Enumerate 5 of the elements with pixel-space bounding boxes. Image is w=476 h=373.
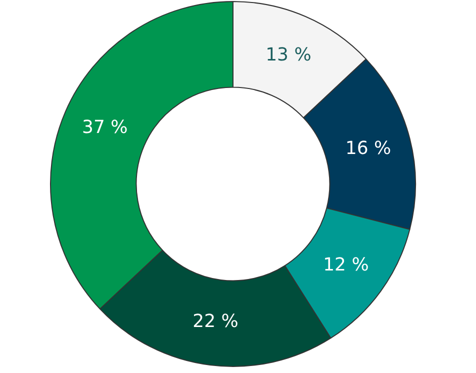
data-label: 12 % (323, 254, 369, 276)
data-label: 13 % (266, 44, 312, 66)
data-label: 37 % (82, 117, 128, 138)
data-label: 22 % (192, 311, 238, 332)
data-label: 16 % (345, 138, 392, 159)
